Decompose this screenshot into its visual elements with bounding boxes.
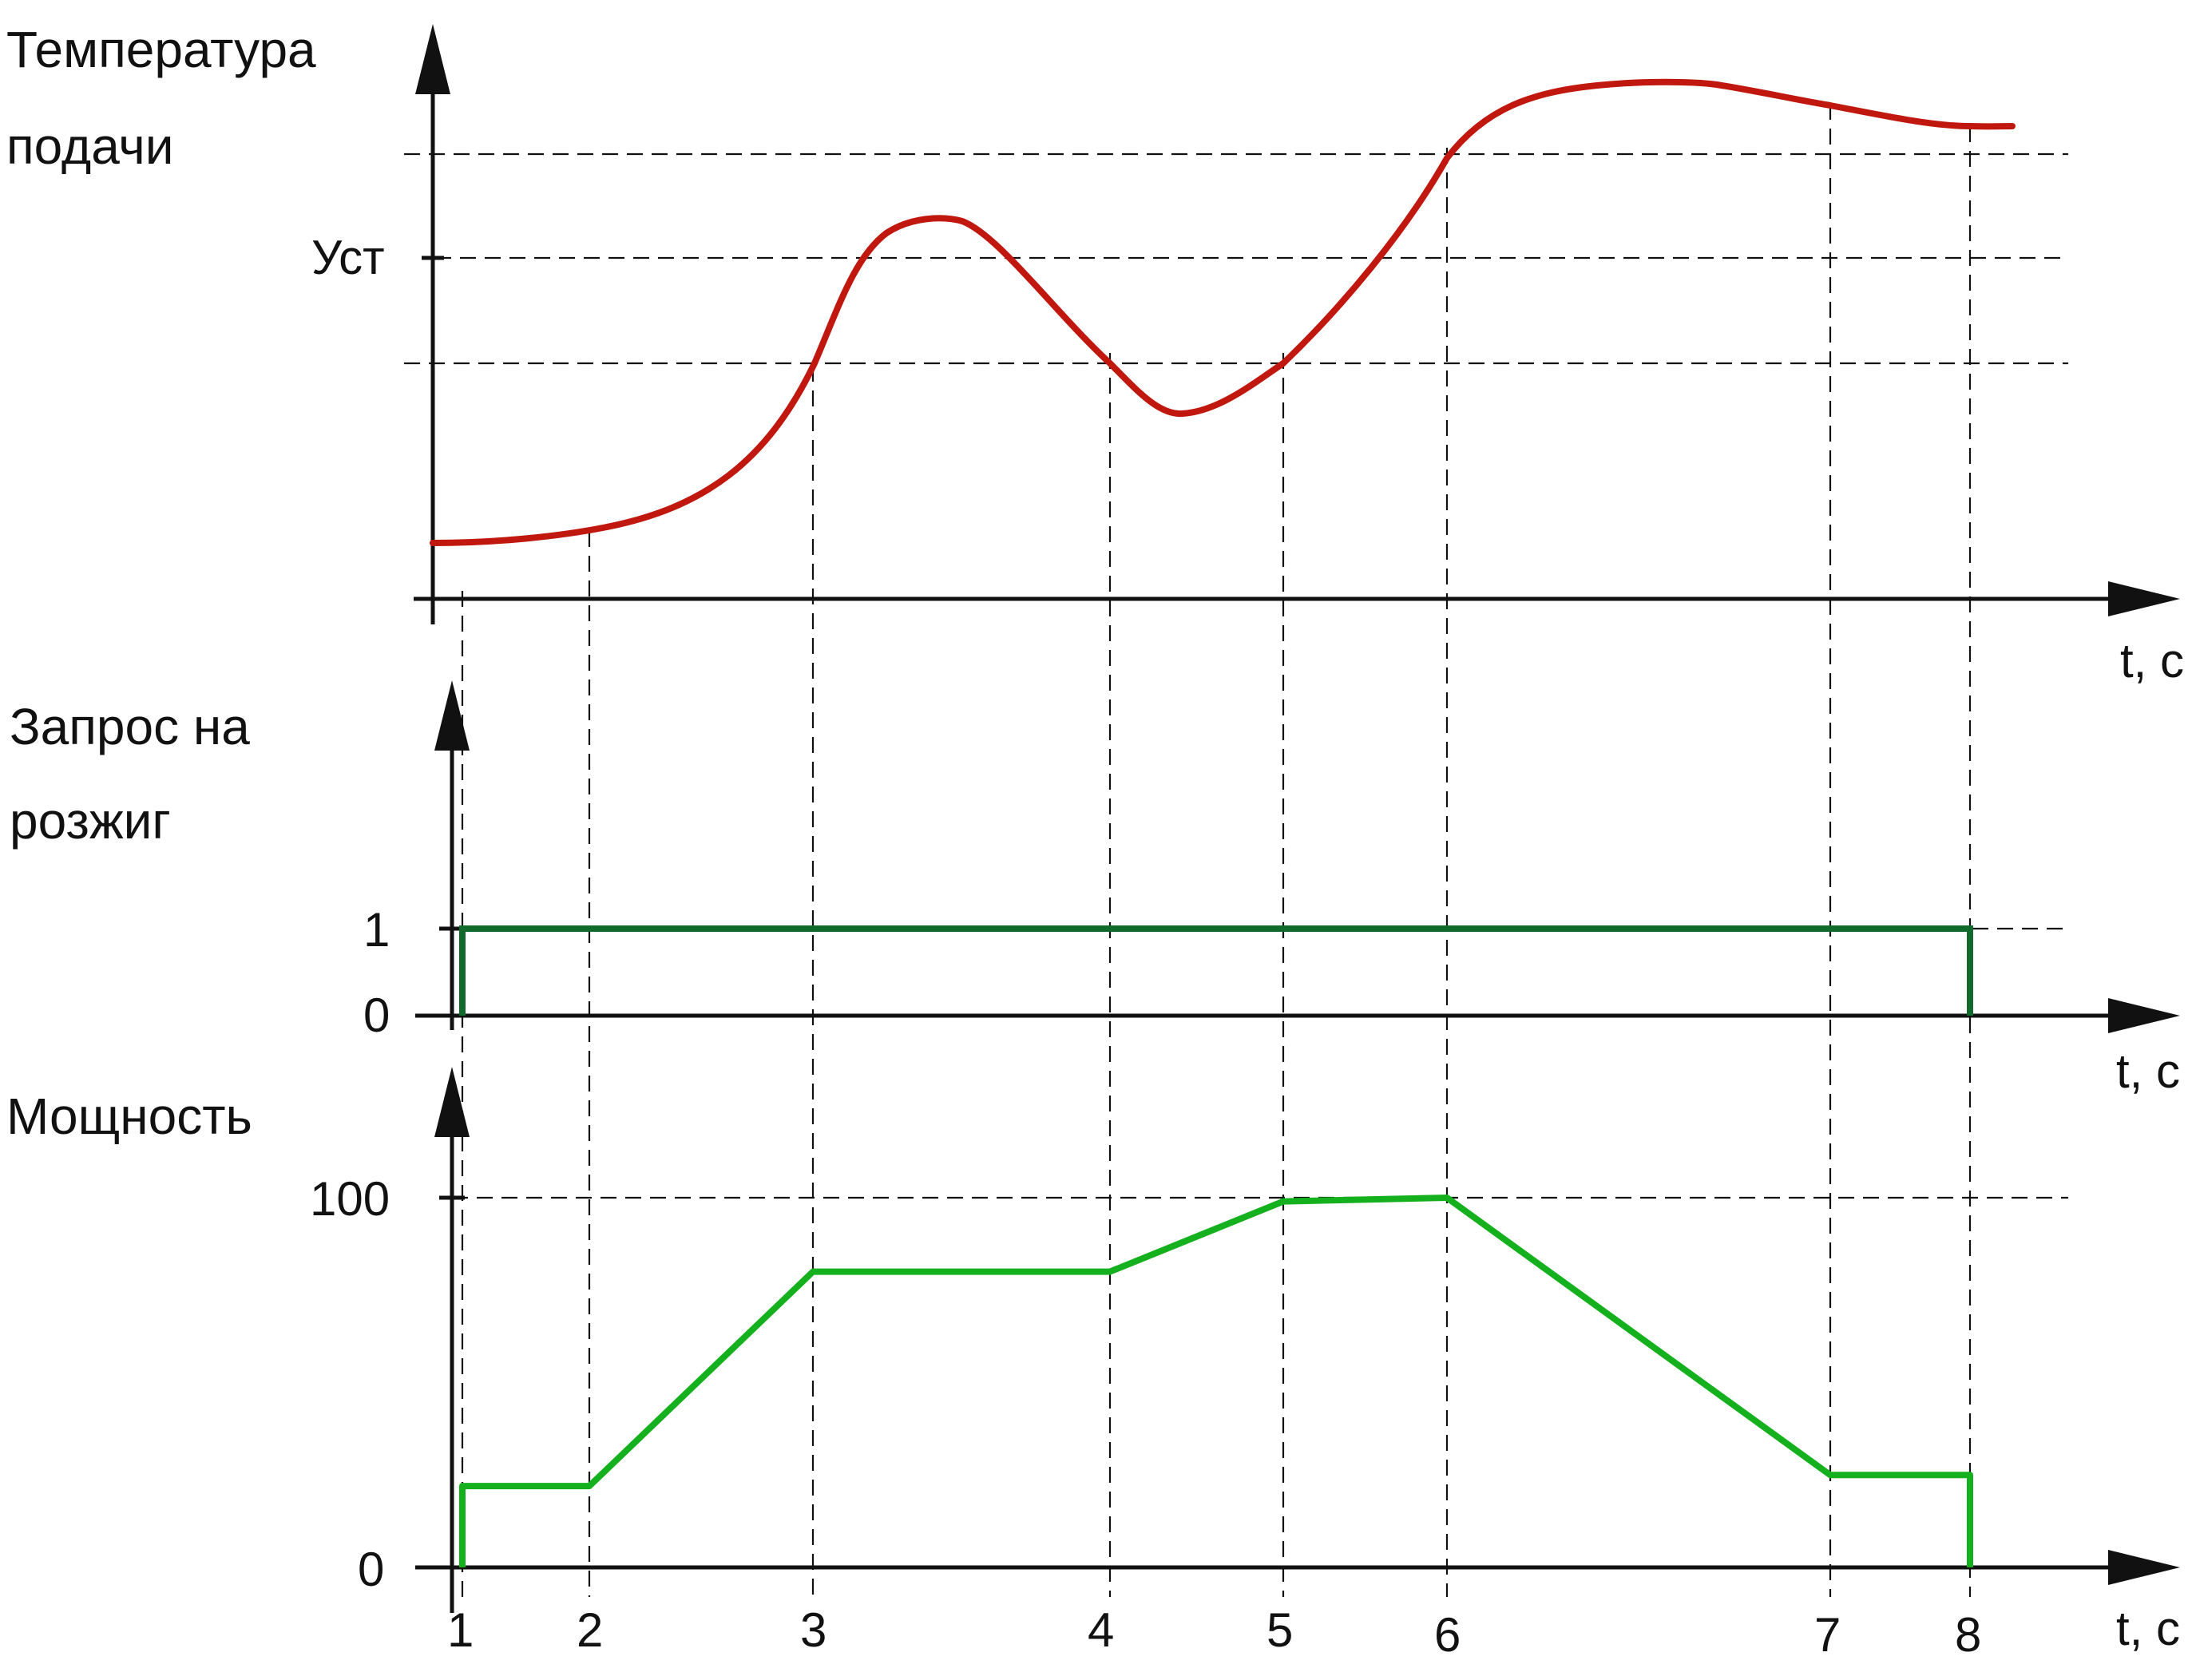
temp-ylabel-line1: Температура — [6, 21, 316, 78]
temp-y-arrow-icon — [415, 24, 450, 94]
time-mark-8: 8 — [1955, 1608, 1981, 1662]
time-mark-7: 7 — [1814, 1608, 1841, 1662]
time-mark-6: 6 — [1434, 1608, 1461, 1662]
power-y-arrow-icon — [434, 1067, 470, 1137]
power-tick-high: 100 — [310, 1172, 390, 1226]
time-mark-2: 2 — [577, 1603, 603, 1657]
ignition-series — [459, 925, 1973, 1016]
temperature-series — [430, 78, 2016, 546]
ignition-ylabel-line2: розжиг — [10, 792, 171, 850]
temp-xlabel: t, c — [2120, 634, 2184, 687]
time-mark-5: 5 — [1266, 1603, 1293, 1657]
ignition-ylabel-line1: Запрос на — [10, 698, 250, 755]
power-tick-low: 0 — [358, 1543, 384, 1596]
ignition-y-arrow-icon — [434, 680, 470, 751]
arrowheads — [415, 24, 2180, 1585]
power-series — [459, 1195, 1973, 1567]
temperature-labels: Температура подачи Уст t, c — [6, 21, 2184, 687]
power-x-arrow-icon — [2108, 1550, 2180, 1585]
time-mark-4: 4 — [1088, 1603, 1114, 1657]
power-curve — [459, 1195, 1973, 1567]
temperature-curve — [430, 78, 2016, 546]
axes — [414, 46, 2172, 1613]
temp-x-arrow-icon — [2108, 581, 2180, 616]
guide-lines — [404, 104, 2068, 1597]
time-mark-labels: 1 2 3 4 5 6 7 8 — [447, 1603, 1981, 1662]
power-labels: Мощность 100 0 t, c — [6, 1088, 2180, 1655]
temp-setpoint-label: Уст — [311, 231, 385, 284]
time-mark-1: 1 — [447, 1603, 474, 1657]
power-xlabel: t, c — [2116, 1602, 2180, 1655]
temp-ylabel-line2: подачи — [6, 117, 173, 175]
ignition-signal-line — [459, 925, 1973, 1016]
power-ylabel: Мощность — [6, 1088, 252, 1145]
ignition-labels: Запрос на розжиг 1 0 t, c — [10, 698, 2180, 1098]
time-mark-3: 3 — [800, 1603, 826, 1657]
ignition-xlabel: t, c — [2116, 1044, 2180, 1098]
ignition-tick-high: 1 — [363, 903, 390, 957]
ignition-tick-low: 0 — [363, 989, 390, 1042]
ignition-x-arrow-icon — [2108, 998, 2180, 1033]
